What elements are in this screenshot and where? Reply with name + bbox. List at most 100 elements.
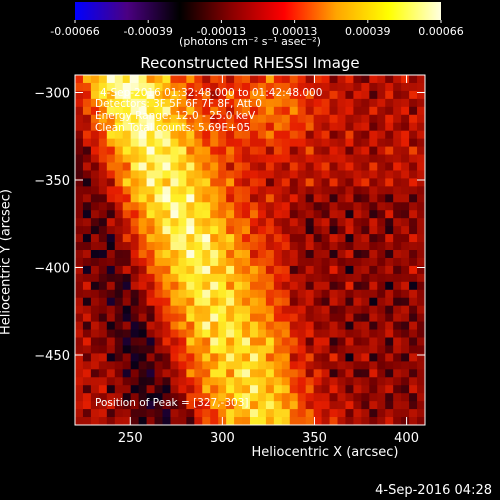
heatmap-cell bbox=[321, 345, 331, 354]
heatmap-cell bbox=[250, 210, 259, 219]
heatmap-cell bbox=[305, 210, 315, 219]
heatmap-cell bbox=[242, 273, 251, 283]
heatmap-cell bbox=[337, 417, 346, 425]
heatmap-cell bbox=[281, 281, 291, 291]
heatmap-cell bbox=[361, 178, 370, 187]
heatmap-cell bbox=[345, 281, 354, 291]
heatmap-cell bbox=[361, 146, 370, 156]
heatmap-cell bbox=[297, 313, 307, 323]
heatmap-cell bbox=[170, 114, 179, 124]
heatmap-cell bbox=[337, 329, 346, 338]
heatmap-cell bbox=[321, 226, 331, 235]
heatmap-cell bbox=[82, 146, 92, 156]
heatmap-cell bbox=[377, 234, 386, 243]
heatmap-cell bbox=[265, 98, 275, 108]
heatmap-cell bbox=[417, 234, 425, 243]
heatmap-cell bbox=[75, 337, 84, 346]
heatmap-cell bbox=[122, 242, 132, 251]
heatmap-cell bbox=[178, 194, 187, 203]
heatmap-cell bbox=[313, 409, 323, 418]
heatmap-cell bbox=[170, 385, 179, 394]
heatmap-cell bbox=[273, 281, 283, 291]
heatmap-cell bbox=[242, 242, 251, 251]
heatmap-cell bbox=[122, 75, 132, 84]
heatmap-cell bbox=[281, 329, 291, 338]
heatmap-cell bbox=[138, 218, 148, 227]
heatmap-cell bbox=[130, 234, 140, 243]
heatmap-cell bbox=[265, 353, 275, 362]
heatmap-cell bbox=[186, 114, 195, 124]
heatmap-cell bbox=[98, 401, 108, 410]
heatmap-cell bbox=[385, 106, 394, 116]
heatmap-cell bbox=[281, 242, 291, 251]
heatmap-cell bbox=[162, 138, 171, 148]
heatmap-cell bbox=[154, 417, 163, 425]
heatmap-cell bbox=[210, 250, 219, 259]
heatmap-cell bbox=[114, 162, 124, 171]
heatmap-cell bbox=[345, 202, 354, 211]
heatmap-cell bbox=[361, 321, 370, 331]
heatmap-cell bbox=[242, 393, 251, 402]
heatmap-cell bbox=[353, 393, 362, 402]
heatmap-cell bbox=[178, 210, 187, 219]
heatmap-cell bbox=[138, 75, 148, 84]
heatmap-cell bbox=[162, 90, 171, 100]
heatmap-cell bbox=[170, 377, 179, 386]
heatmap-cell bbox=[361, 369, 370, 378]
heatmap-cell bbox=[114, 90, 124, 100]
heatmap-cell bbox=[289, 82, 299, 92]
heatmap-cell bbox=[273, 106, 283, 116]
heatmap-cell bbox=[162, 114, 171, 124]
heatmap-cell bbox=[369, 337, 378, 346]
heatmap-cell bbox=[329, 114, 338, 124]
heatmap-cell bbox=[369, 178, 378, 187]
heatmap-cell bbox=[409, 369, 418, 378]
heatmap-cell bbox=[202, 122, 211, 132]
heatmap-cell bbox=[106, 265, 116, 275]
heatmap-cell bbox=[178, 170, 187, 179]
heatmap-cell bbox=[234, 186, 243, 195]
heatmap-cell bbox=[257, 210, 267, 219]
heatmap-cell bbox=[393, 106, 402, 116]
heatmap-cell bbox=[297, 329, 307, 338]
heatmap-cell bbox=[138, 122, 148, 132]
heatmap-cell bbox=[114, 329, 124, 338]
heatmap-cell bbox=[329, 353, 338, 362]
heatmap-cell bbox=[114, 297, 124, 307]
heatmap-cell bbox=[313, 353, 323, 362]
heatmap-cell bbox=[242, 257, 251, 267]
heatmap-cell bbox=[82, 138, 92, 148]
heatmap-cell bbox=[353, 417, 362, 425]
heatmap-cell bbox=[337, 242, 346, 251]
heatmap-cell bbox=[138, 146, 148, 156]
heatmap-cell bbox=[321, 305, 331, 315]
heatmap-cell bbox=[114, 417, 124, 425]
heatmap-cell bbox=[130, 273, 140, 283]
heatmap-cell bbox=[210, 313, 219, 323]
heatmap-cell bbox=[417, 122, 425, 132]
heatmap-cell bbox=[82, 273, 92, 283]
heatmap-cell bbox=[82, 297, 92, 307]
heatmap-cell bbox=[75, 194, 84, 203]
heatmap-cell bbox=[385, 281, 394, 291]
heatmap-cell bbox=[82, 289, 92, 299]
heatmap-cell bbox=[154, 154, 163, 163]
heatmap-cell bbox=[106, 114, 116, 124]
heatmap-cell bbox=[417, 186, 425, 195]
heatmap-cell bbox=[337, 114, 346, 124]
heatmap-cell bbox=[218, 226, 227, 235]
heatmap-cell bbox=[257, 98, 267, 108]
heatmap-cell bbox=[337, 194, 346, 203]
heatmap-cell bbox=[329, 305, 338, 315]
heatmap-cell bbox=[138, 130, 148, 140]
heatmap-cell bbox=[138, 202, 148, 211]
heatmap-cell bbox=[90, 114, 100, 124]
heatmap-cell bbox=[210, 226, 219, 235]
heatmap-cell bbox=[226, 82, 235, 92]
heatmap-cell bbox=[401, 329, 410, 338]
heatmap-cell bbox=[114, 313, 124, 323]
heatmap-cell bbox=[90, 345, 100, 354]
heatmap-cell bbox=[385, 345, 394, 354]
heatmap-cell bbox=[242, 377, 251, 386]
heatmap-cell bbox=[194, 297, 203, 307]
